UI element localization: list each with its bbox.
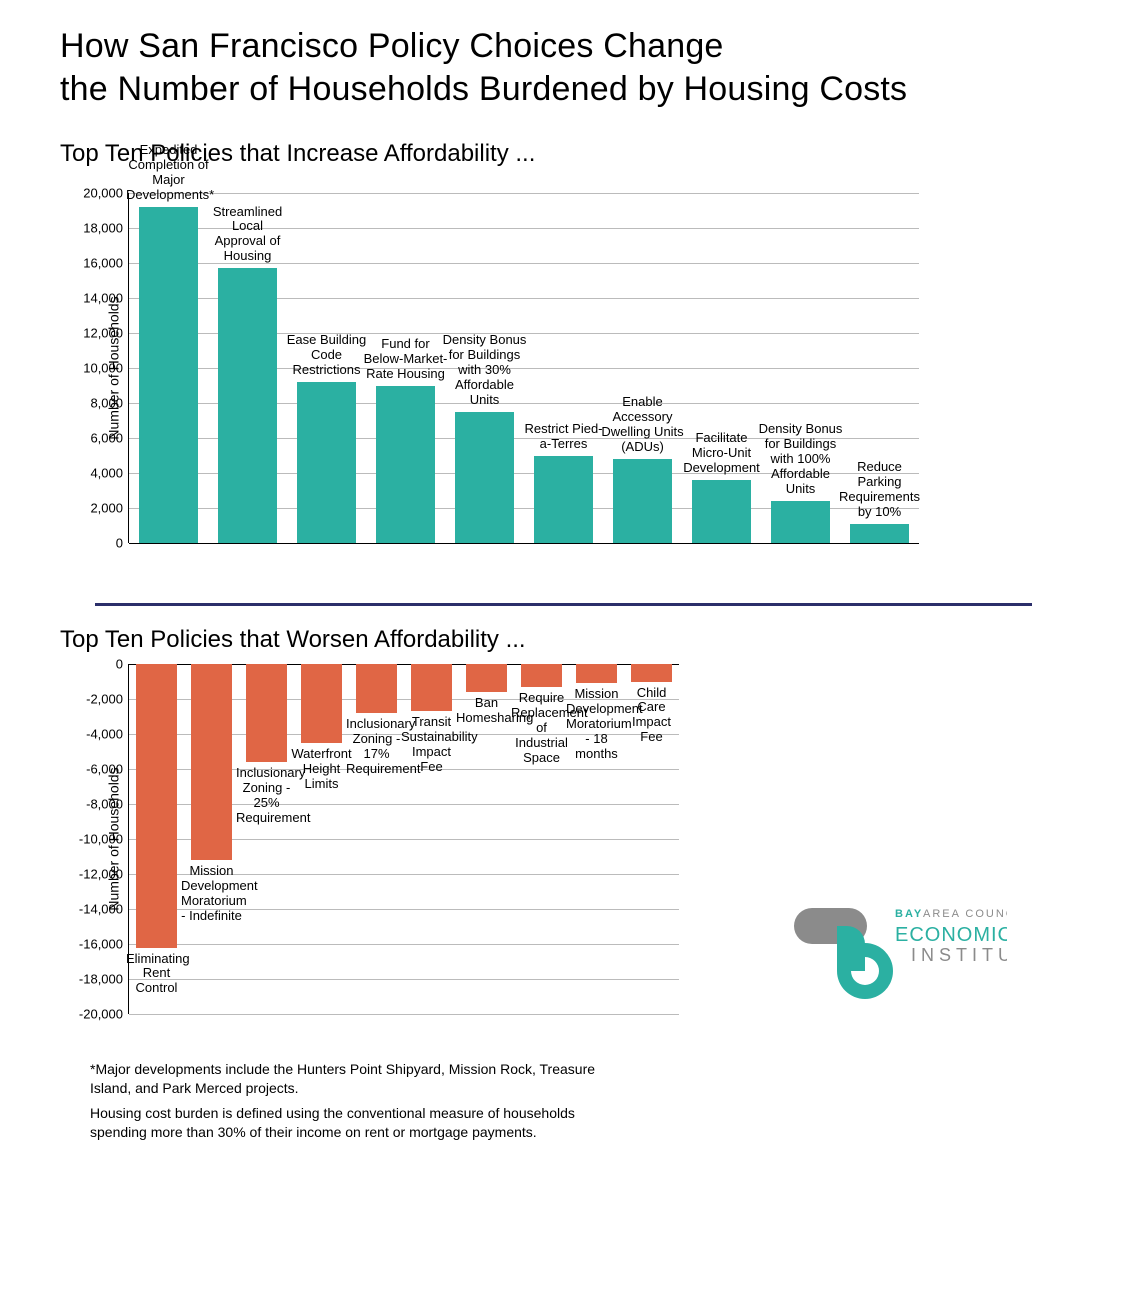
bar-label: Facilitate Micro-Unit Development — [679, 431, 764, 476]
y-tick: 0 — [116, 657, 129, 672]
bar-label: Child Care Impact Fee — [621, 686, 682, 746]
bar — [534, 456, 593, 544]
bar-label: Fund for Below-Market-Rate Housing — [363, 337, 448, 382]
title-line1: How San Francisco Policy Choices Change — [60, 27, 724, 65]
y-tick: 6,000 — [90, 431, 129, 446]
bar-label: Waterfront Height Limits — [291, 747, 352, 792]
bar-label: Inclusionary Zoning - 25% Requirement — [236, 766, 297, 826]
y-tick: -14,000 — [79, 902, 129, 917]
baseline — [129, 543, 919, 544]
title-line2: the Number of Households Burdened by Hou… — [60, 70, 907, 108]
bar — [218, 268, 277, 543]
bar — [297, 382, 356, 543]
footnote-2: Housing cost burden is defined using the… — [90, 1104, 610, 1142]
bar-label: Enable Accessory Dwelling Units (ADUs) — [600, 395, 685, 455]
bar — [521, 664, 562, 687]
y-tick: 0 — [116, 536, 129, 551]
logo-svg: BAY AREA COUNCIL ECONOMIC INSTITUTE — [777, 899, 1007, 1019]
section-divider — [95, 603, 1032, 606]
logo-area-council: AREA COUNCIL — [923, 908, 1007, 920]
bar — [455, 412, 514, 543]
bar — [411, 664, 452, 711]
bar — [376, 386, 435, 544]
bar — [850, 524, 909, 543]
y-tick: 14,000 — [83, 291, 129, 306]
y-tick: 16,000 — [83, 256, 129, 271]
bar-label: Density Bonus for Buildings with 30% Aff… — [442, 333, 527, 408]
chart-top-plot: 02,0004,0006,0008,00010,00012,00014,0001… — [128, 193, 1067, 543]
chart-bottom: Number of Households -20,000-18,000-16,0… — [60, 664, 1067, 1014]
bar — [631, 664, 672, 682]
y-tick: -18,000 — [79, 972, 129, 987]
bar-label: Restrict Pied-a-Terres — [521, 422, 606, 452]
bar-label: Streamlined Local Approval of Housing — [205, 205, 290, 265]
y-tick: -20,000 — [79, 1007, 129, 1022]
y-tick: -10,000 — [79, 832, 129, 847]
bar — [466, 664, 507, 692]
y-tick: -16,000 — [79, 937, 129, 952]
y-tick: 8,000 — [90, 396, 129, 411]
y-tick: 12,000 — [83, 326, 129, 341]
y-tick: 2,000 — [90, 501, 129, 516]
bar — [771, 501, 830, 543]
bar-label: Density Bonus for Buildings with 100% Af… — [758, 422, 843, 497]
bar-label: Mission Development Moratorium - 18 mont… — [566, 687, 627, 762]
bar-label: Expedited Completion of Major Developmen… — [126, 143, 211, 203]
bar — [613, 459, 672, 543]
y-tick: 4,000 — [90, 466, 129, 481]
bar-label: Transit Sustainability Impact Fee — [401, 715, 462, 775]
y-tick: 10,000 — [83, 361, 129, 376]
bar — [139, 207, 198, 543]
gridline — [129, 1014, 679, 1015]
bar-label: Mission Development Moratorium - Indefin… — [181, 864, 242, 924]
logo-economic: ECONOMIC — [895, 924, 1007, 946]
y-tick: -4,000 — [86, 727, 129, 742]
bar — [576, 664, 617, 683]
brand-logo: BAY AREA COUNCIL ECONOMIC INSTITUTE — [777, 899, 1007, 1024]
chart-bottom-title: Top Ten Policies that Worsen Affordabili… — [60, 626, 1067, 654]
bar — [246, 664, 287, 762]
bar — [356, 664, 397, 713]
bar — [191, 664, 232, 860]
chart-top: Number of Households 02,0004,0006,0008,0… — [60, 193, 1067, 543]
bar-label: Ease Building Code Restrictions — [284, 333, 369, 378]
y-tick: -6,000 — [86, 762, 129, 777]
bar — [692, 480, 751, 543]
bar-label: Ban Homesharing — [456, 696, 517, 726]
y-tick: 20,000 — [83, 186, 129, 201]
logo-institute: INSTITUTE — [911, 945, 1007, 965]
bar-label: Require Replacement of Industrial Space — [511, 691, 572, 766]
footnote-1: *Major developments include the Hunters … — [90, 1060, 610, 1098]
y-tick: -12,000 — [79, 867, 129, 882]
y-tick: 18,000 — [83, 221, 129, 236]
page-title: How San Francisco Policy Choices Change … — [60, 25, 1067, 110]
bar-label: Inclusionary Zoning - 17% Requirement — [346, 717, 407, 777]
bar-label: Reduce Parking Requirements by 10% — [837, 460, 922, 520]
bar-label: Eliminating Rent Control — [126, 952, 187, 997]
logo-bay: BAY — [895, 908, 923, 920]
bar — [136, 664, 177, 948]
chart-top-title: Top Ten Policies that Increase Affordabi… — [60, 140, 1067, 168]
y-tick: -8,000 — [86, 797, 129, 812]
y-tick: -2,000 — [86, 692, 129, 707]
bar — [301, 664, 342, 743]
